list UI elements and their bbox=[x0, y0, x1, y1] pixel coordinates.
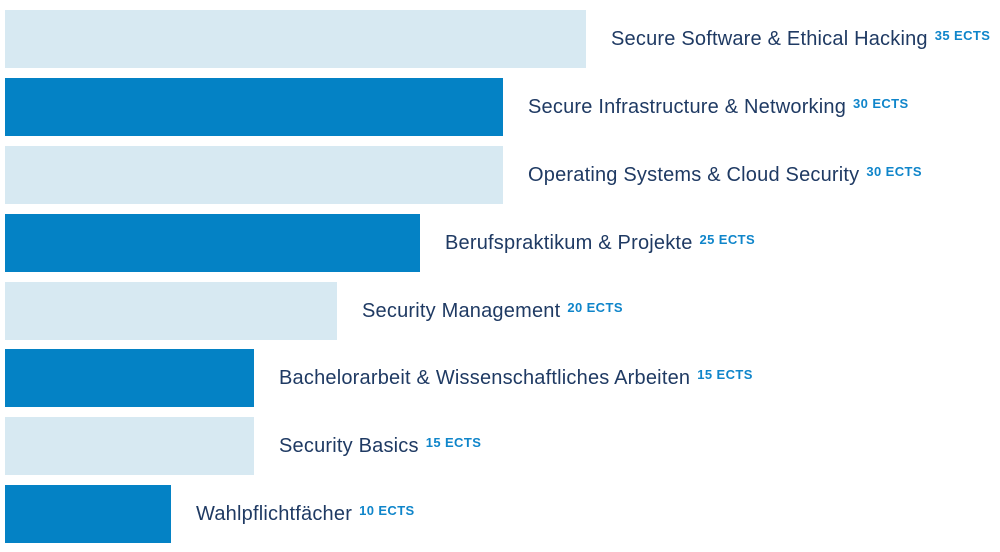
ects-badge: 35 ECTS bbox=[934, 28, 991, 43]
bar-row: Berufspraktikum & Projekte 25 ECTS bbox=[5, 213, 1000, 272]
ects-badge: 25 ECTS bbox=[699, 231, 756, 247]
bar-label: Operating Systems & Cloud Security 30 ECT… bbox=[528, 165, 922, 185]
bar bbox=[5, 281, 337, 340]
bar-label: Bachelorarbeit & Wissenschaftliches Arbe… bbox=[279, 368, 753, 388]
bar-label: Secure Software & Ethical Hacking 35 ECTS bbox=[611, 29, 990, 49]
ects-badge: 20 ECTS bbox=[567, 299, 623, 315]
bar-label: Security Basics 15 ECTS bbox=[279, 436, 481, 456]
bar bbox=[5, 485, 171, 544]
bar-row: Secure Infrastructure & Networking 30 ECT… bbox=[5, 77, 1000, 136]
module-name: Security Basics bbox=[279, 435, 419, 458]
bar bbox=[5, 10, 586, 68]
module-name: Wahlpflichtfächer bbox=[196, 503, 353, 526]
bar-row: Secure Software & Ethical Hacking 35 ECTS bbox=[5, 10, 1000, 68]
bar-row: Operating Systems & Cloud Security 30 ECT… bbox=[5, 145, 1000, 204]
module-name: Operating Systems & Cloud Security bbox=[528, 163, 860, 186]
bar bbox=[5, 349, 254, 408]
module-name: Bachelorarbeit & Wissenschaftliches Arbe… bbox=[279, 367, 691, 390]
bar-row: Wahlpflichtfächer 10 ECTS bbox=[5, 485, 1000, 544]
ects-badge: 10 ECTS bbox=[359, 503, 415, 519]
ects-badge: 15 ECTS bbox=[425, 435, 482, 451]
bar-row: Bachelorarbeit & Wissenschaftliches Arbe… bbox=[5, 349, 1000, 408]
bar-row: Security Management 20 ECTS bbox=[5, 281, 1000, 340]
ects-badge: 30 ECTS bbox=[853, 95, 909, 111]
module-name: Berufspraktikum & Projekte bbox=[445, 231, 693, 254]
module-name: Security Management bbox=[362, 299, 561, 322]
module-name: Secure Software & Ethical Hacking bbox=[611, 28, 928, 50]
module-name: Secure Infrastructure & Networking bbox=[528, 95, 847, 118]
ects-badge: 30 ECTS bbox=[866, 163, 922, 179]
bar-label: Secure Infrastructure & Networking 30 ECT… bbox=[528, 97, 909, 117]
bar-row: Security Basics 15 ECTS bbox=[5, 417, 1000, 476]
ects-badge: 15 ECTS bbox=[697, 367, 753, 383]
bar bbox=[5, 77, 503, 136]
bar bbox=[5, 213, 420, 272]
bar bbox=[5, 417, 254, 476]
bar-label: Security Management 20 ECTS bbox=[362, 301, 623, 321]
bar-label: Wahlpflichtfächer 10 ECTS bbox=[196, 504, 415, 524]
bar bbox=[5, 145, 503, 204]
bar-label: Berufspraktikum & Projekte 25 ECTS bbox=[445, 233, 755, 253]
